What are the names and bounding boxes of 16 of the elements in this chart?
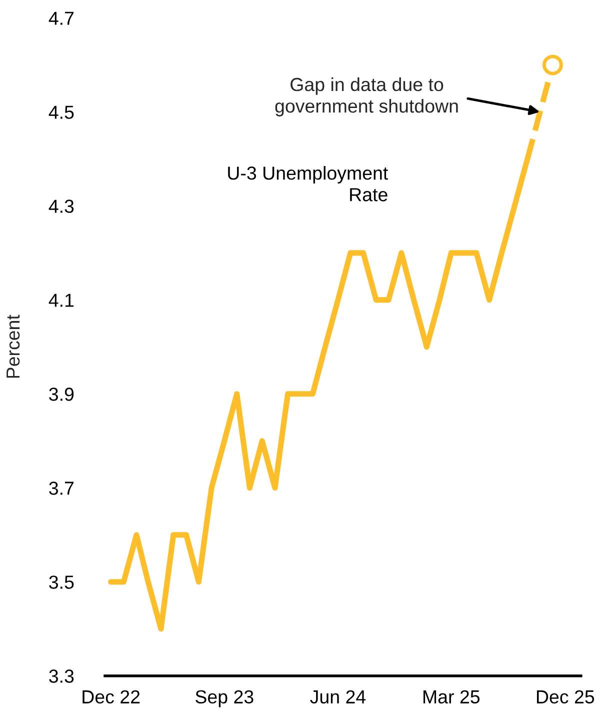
x-tick-label: Mar 25 xyxy=(424,690,480,704)
x-tick-label: Dec 22 xyxy=(82,690,140,704)
y-tick-label: 3.9 xyxy=(49,388,74,401)
y-tick-label: 3.5 xyxy=(49,576,74,589)
y-tick-label: 3.3 xyxy=(49,670,74,683)
y-tick-label: 4.7 xyxy=(48,12,74,25)
y-tick-label: 4.5 xyxy=(48,106,74,119)
x-tick-label: Sep 23 xyxy=(196,690,254,708)
y-tick-label: 4.1 xyxy=(48,294,74,307)
text: U-3 Unemployment Rate xyxy=(228,166,388,202)
x-tick-label: Jun 24 xyxy=(310,690,366,704)
y-tick-label: 4.3 xyxy=(48,200,74,213)
y-axis-title: Percent xyxy=(6,314,20,378)
x-tick-label: Dec 25 xyxy=(536,690,594,704)
y-tick-label: 3.7 xyxy=(49,482,74,495)
annotation: Gap in data due to government shutdown xyxy=(275,77,458,116)
